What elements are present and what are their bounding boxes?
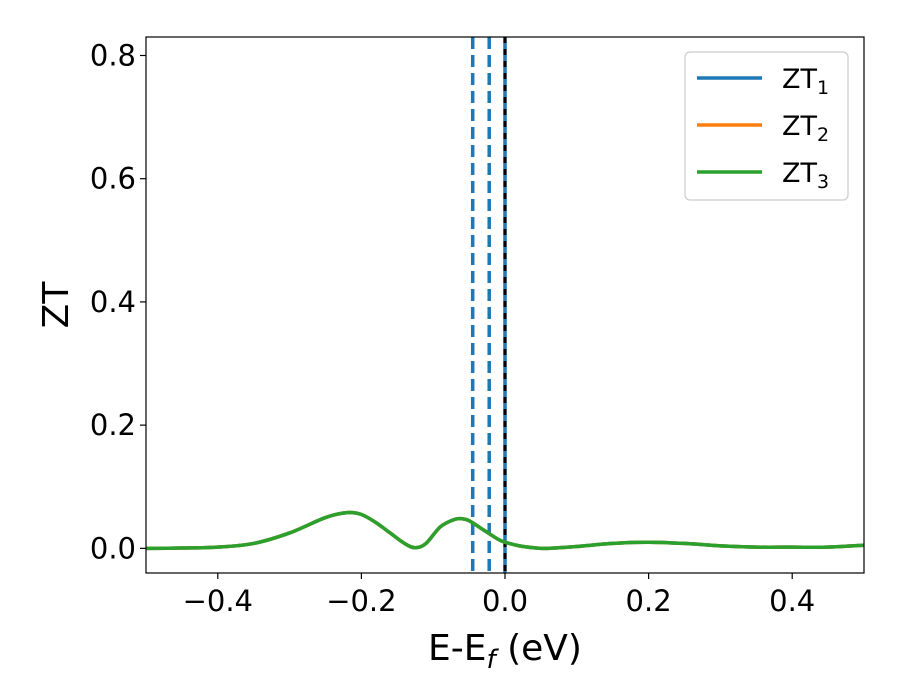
x-axis-ticks: −0.4 −0.2 0.0 0.2 0.4 xyxy=(183,573,815,618)
series-line-zt3 xyxy=(145,510,865,551)
y-tick-label: 0.4 xyxy=(90,285,136,319)
legend-label: ZT1 xyxy=(782,64,829,99)
y-tick-label: 0.0 xyxy=(90,531,136,565)
x-tick-label: 0.0 xyxy=(482,584,528,618)
x-tick-label: −0.2 xyxy=(326,584,396,618)
legend: ZT1 ZT2 ZT3 xyxy=(684,51,849,201)
series-lines xyxy=(145,510,865,551)
y-tick-label: 0.2 xyxy=(90,408,136,442)
y-tick-label: 0.8 xyxy=(90,38,136,72)
y-axis-ticks: 0.0 0.2 0.4 0.6 0.8 xyxy=(90,38,146,565)
y-axis-label: ZT xyxy=(36,281,77,329)
legend-label: ZT2 xyxy=(782,111,829,146)
legend-label: ZT3 xyxy=(782,158,829,193)
x-tick-label: 0.4 xyxy=(769,584,815,618)
x-axis-label: E-Ef (eV) xyxy=(428,628,582,675)
x-tick-label: −0.4 xyxy=(183,584,253,618)
reference-lines xyxy=(470,37,507,573)
y-tick-label: 0.6 xyxy=(90,162,136,196)
legend-box xyxy=(684,51,849,201)
x-tick-label: 0.2 xyxy=(626,584,672,618)
